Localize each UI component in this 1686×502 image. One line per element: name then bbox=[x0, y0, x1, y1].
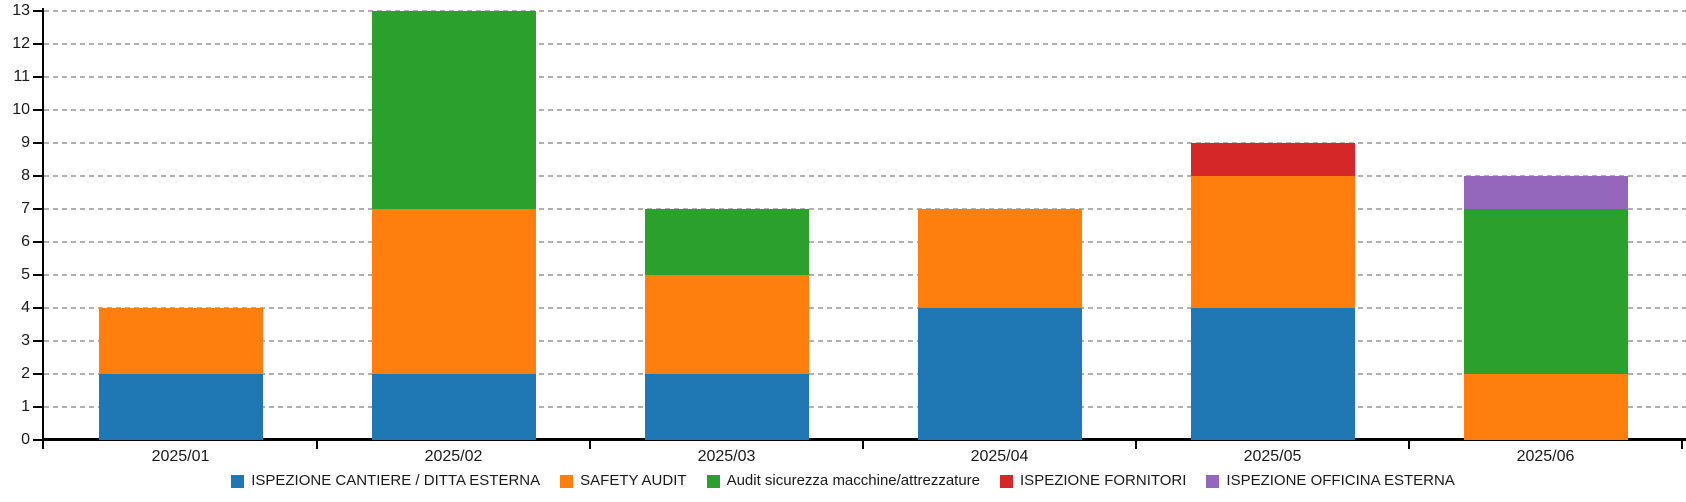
x-axis-label: 2025/04 bbox=[970, 448, 1029, 465]
bar-segment-2025/04[interactable] bbox=[917, 209, 1082, 308]
x-axis-tick bbox=[1135, 441, 1137, 449]
gridline bbox=[44, 109, 1686, 111]
legend-item-1[interactable]: ISPEZIONE CANTIERE / DITTA ESTERNA bbox=[231, 472, 540, 490]
gridline bbox=[44, 406, 1686, 408]
bar-segment-2025/04[interactable] bbox=[917, 308, 1082, 440]
y-axis-tick bbox=[33, 340, 43, 342]
x-axis-label: 2025/06 bbox=[1516, 448, 1575, 465]
x-axis-tick bbox=[589, 441, 591, 449]
bar-segment-2025/03[interactable] bbox=[644, 275, 809, 374]
y-axis-label: 8 bbox=[21, 167, 30, 184]
y-axis-label: 11 bbox=[13, 68, 30, 85]
gridline bbox=[44, 241, 1686, 243]
y-axis-label: 6 bbox=[21, 233, 30, 250]
legend-swatch-icon bbox=[1206, 474, 1220, 488]
bar-segment-2025/06[interactable] bbox=[1463, 176, 1628, 209]
gridline bbox=[44, 307, 1686, 309]
y-axis-label: 9 bbox=[21, 134, 30, 151]
y-axis-label: 7 bbox=[21, 200, 30, 217]
x-axis-label: 2025/05 bbox=[1243, 448, 1302, 465]
y-axis-tick bbox=[33, 274, 43, 276]
y-axis-tick bbox=[33, 109, 43, 111]
x-axis-label: 2025/03 bbox=[697, 448, 756, 465]
gridline bbox=[44, 142, 1686, 144]
y-axis-label: 1 bbox=[21, 398, 30, 415]
x-axis-tick bbox=[1408, 441, 1410, 449]
bar-segment-2025/03[interactable] bbox=[644, 374, 809, 440]
bar-segment-2025/06[interactable] bbox=[1463, 209, 1628, 374]
bar-segment-2025/03[interactable] bbox=[644, 209, 809, 275]
y-axis-tick bbox=[33, 175, 43, 177]
legend-label: ISPEZIONE FORNITORI bbox=[1020, 472, 1187, 489]
y-axis-tick bbox=[33, 439, 43, 441]
y-axis-label: 3 bbox=[21, 332, 30, 349]
y-axis-tick bbox=[33, 373, 43, 375]
y-axis-tick bbox=[33, 43, 43, 45]
gridline bbox=[44, 43, 1686, 45]
y-axis-label: 2 bbox=[21, 365, 30, 382]
gridline bbox=[44, 76, 1686, 78]
x-axis-tick bbox=[316, 441, 318, 449]
y-axis-label: 0 bbox=[21, 431, 30, 448]
bar-segment-2025/02[interactable] bbox=[371, 11, 536, 209]
bar-segment-2025/02[interactable] bbox=[371, 374, 536, 440]
bar-segment-2025/01[interactable] bbox=[98, 308, 263, 374]
legend-label: Audit sicurezza macchine/attrezzature bbox=[726, 472, 981, 489]
y-axis-label: 5 bbox=[21, 266, 30, 283]
bar-segment-2025/05[interactable] bbox=[1190, 308, 1355, 440]
plot-area bbox=[44, 10, 1686, 440]
y-axis-label: 12 bbox=[12, 35, 30, 52]
bar-segment-2025/01[interactable] bbox=[98, 374, 263, 440]
gridline bbox=[44, 274, 1686, 276]
legend-item-2[interactable]: SAFETY AUDIT bbox=[560, 472, 687, 490]
y-axis-label: 13 bbox=[12, 2, 30, 19]
legend: ISPEZIONE CANTIERE / DITTA ESTERNA SAFETY… bbox=[0, 470, 1686, 492]
x-axis-label: 2025/01 bbox=[151, 448, 210, 465]
y-axis-tick bbox=[33, 241, 43, 243]
y-axis-tick bbox=[33, 406, 43, 408]
y-axis-label: 4 bbox=[21, 299, 30, 316]
y-axis-line bbox=[42, 8, 44, 449]
x-axis-label: 2025/02 bbox=[424, 448, 483, 465]
y-axis-tick bbox=[33, 10, 43, 12]
gridline bbox=[44, 373, 1686, 375]
legend-item-4[interactable]: ISPEZIONE FORNITORI bbox=[1000, 472, 1186, 490]
y-axis-tick bbox=[33, 76, 43, 78]
legend-label: ISPEZIONE OFFICINA ESTERNA bbox=[1226, 472, 1455, 489]
legend-swatch-icon bbox=[706, 474, 720, 488]
bar-segment-2025/02[interactable] bbox=[371, 209, 536, 374]
x-axis-tick bbox=[1681, 441, 1683, 449]
y-axis-tick bbox=[33, 208, 43, 210]
gridline bbox=[44, 10, 1686, 12]
legend-swatch-icon bbox=[1000, 474, 1014, 488]
x-axis-line bbox=[42, 438, 1686, 441]
legend-label: ISPEZIONE CANTIERE / DITTA ESTERNA bbox=[251, 472, 541, 489]
x-axis-tick bbox=[862, 441, 864, 449]
gridline bbox=[44, 340, 1686, 342]
gridline bbox=[44, 208, 1686, 210]
legend-swatch-icon bbox=[231, 474, 245, 488]
legend-label: SAFETY AUDIT bbox=[580, 472, 687, 489]
y-axis-label: 10 bbox=[12, 101, 30, 118]
gridline bbox=[44, 175, 1686, 177]
bar-segment-2025/06[interactable] bbox=[1463, 374, 1628, 440]
y-axis-tick bbox=[33, 142, 43, 144]
legend-item-5[interactable]: ISPEZIONE OFFICINA ESTERNA bbox=[1206, 472, 1455, 490]
legend-swatch-icon bbox=[560, 474, 574, 488]
bar-segment-2025/05[interactable] bbox=[1190, 176, 1355, 308]
legend-item-3[interactable]: Audit sicurezza macchine/attrezzature bbox=[706, 472, 981, 490]
bar-segment-2025/05[interactable] bbox=[1190, 143, 1355, 176]
y-axis-tick bbox=[33, 307, 43, 309]
